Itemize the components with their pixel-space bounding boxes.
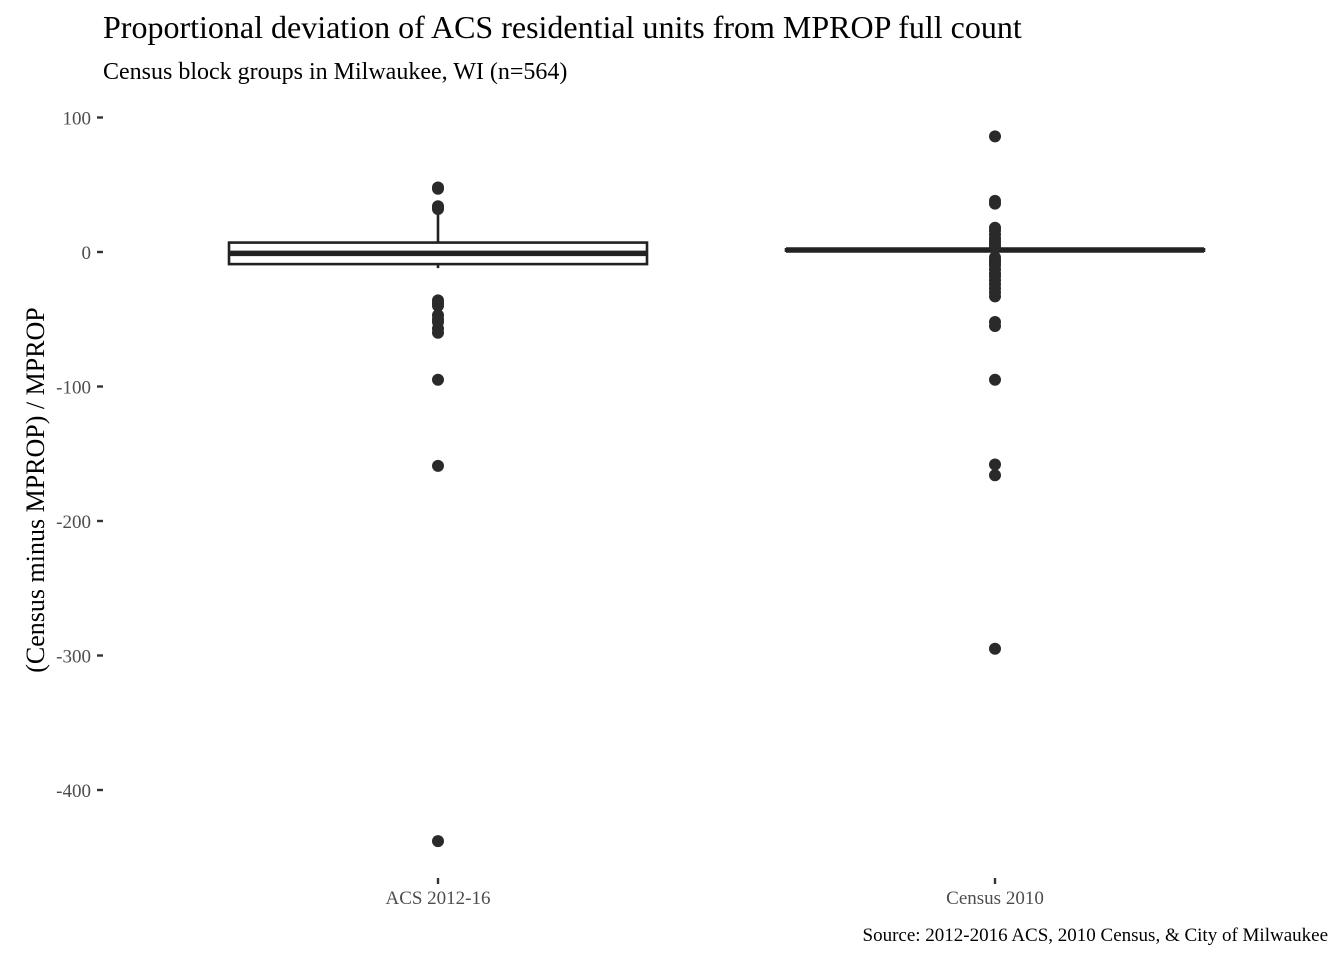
chart-subtitle: Census block groups in Milwaukee, WI (n=… [103, 59, 567, 85]
outlier-point [989, 642, 1001, 655]
y-tick-label: -400 [56, 781, 91, 802]
x-axis: ACS 2012-16 Census 2010 [385, 878, 1044, 909]
outlier-point [989, 319, 1001, 332]
outlier-point [432, 326, 444, 339]
outlier-point [432, 182, 444, 195]
outlier-point [989, 373, 1001, 386]
y-tick-label: 0 [82, 243, 92, 264]
y-tick-label: -200 [56, 512, 91, 533]
outlier-point [432, 202, 444, 215]
y-tick-label: -300 [56, 647, 91, 668]
outlier-point [989, 240, 1001, 253]
chart-caption: Source: 2012-2016 ACS, 2010 Census, & Ci… [863, 925, 1328, 946]
y-axis-title: (Census minus MPROP) / MPROP [21, 307, 50, 673]
box-group-census [784, 130, 1206, 655]
outlier-point [432, 459, 444, 472]
outlier-point [989, 197, 1001, 210]
outlier-point [989, 469, 1001, 482]
y-tick-label: 100 [63, 109, 92, 130]
x-tick-label: ACS 2012-16 [385, 888, 490, 909]
chart-title: Proportional deviation of ACS residentia… [103, 9, 1022, 45]
x-tick-label: Census 2010 [946, 888, 1044, 909]
y-axis: 100 0 -100 -200 -300 -400 [56, 109, 103, 802]
box-group-acs [227, 181, 649, 848]
plot-area [227, 130, 1206, 848]
outlier-point [432, 835, 444, 848]
outlier-point [989, 458, 1001, 471]
outlier-point [989, 130, 1001, 143]
y-tick-label: -100 [56, 378, 91, 399]
outlier-point [432, 373, 444, 386]
outlier-point [989, 290, 1001, 303]
outlier-point [432, 299, 444, 312]
